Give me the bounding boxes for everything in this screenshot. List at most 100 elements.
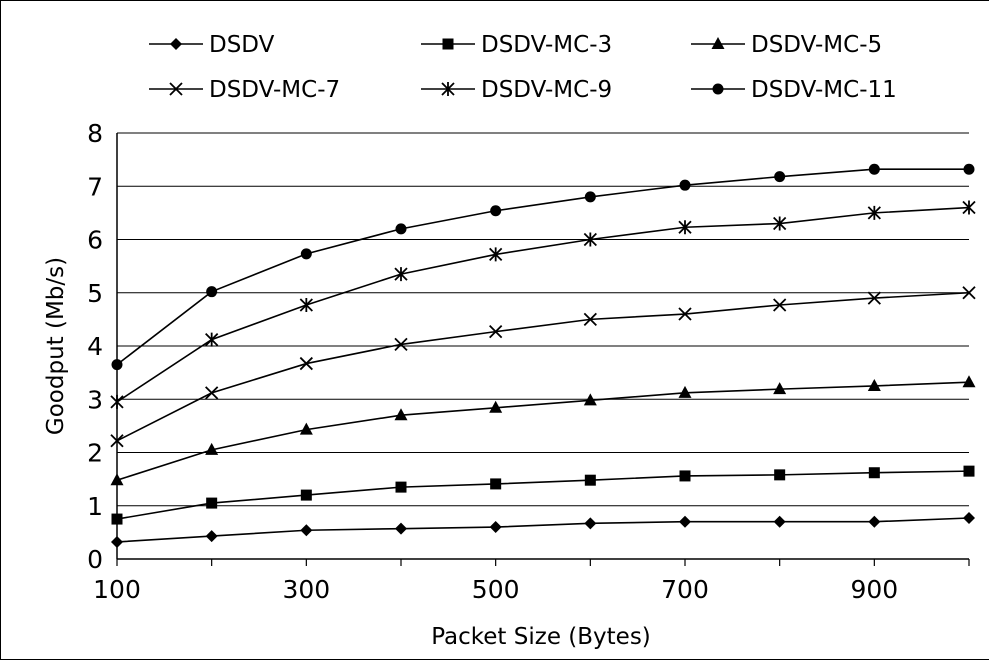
data-point	[962, 375, 976, 388]
series-dsdv-mc-11	[111, 163, 975, 371]
data-point	[110, 473, 124, 486]
data-point	[395, 223, 407, 235]
data-point	[679, 179, 691, 191]
data-point	[489, 324, 503, 339]
data-point	[111, 535, 123, 548]
data-point	[962, 200, 976, 215]
tick-labels: 0 1 2 3 4 5 6 7 8 100 300 500 700 900	[87, 119, 898, 604]
data-point	[773, 216, 787, 231]
data-point	[489, 521, 502, 534]
series-dsdv	[111, 511, 975, 548]
data-point	[299, 297, 313, 312]
data-point	[583, 393, 597, 406]
data-point	[868, 515, 881, 528]
legend-item-dsdv-mc-7: DSDV-MC-7	[149, 77, 340, 103]
y-tick-label: 8	[87, 119, 103, 148]
data-point	[584, 191, 596, 203]
legend-item-dsdv-mc-3: DSDV-MC-3	[421, 32, 612, 58]
data-point	[111, 513, 123, 525]
x-tick-label: 100	[93, 575, 141, 604]
legend-label: DSDV-MC-5	[751, 32, 882, 58]
y-tick-label: 3	[87, 385, 103, 414]
series-line	[116, 470, 970, 520]
series-lines	[110, 163, 976, 548]
x-tick-label: 700	[661, 575, 709, 604]
data-point	[963, 465, 975, 477]
data-point	[300, 248, 312, 260]
series-dsdv-mc-5	[110, 375, 976, 486]
data-point	[679, 515, 691, 528]
data-point	[394, 337, 408, 352]
legend-item-dsdv-mc-11: DSDV-MC-11	[691, 77, 897, 103]
data-point	[110, 434, 124, 448]
data-point	[205, 530, 218, 543]
legend-label: DSDV-MC-11	[751, 77, 897, 103]
y-axis-title: Goodput (Mb/s)	[43, 257, 69, 435]
data-point	[489, 400, 503, 413]
x-tick-label: 500	[472, 575, 520, 604]
y-tick-label: 4	[87, 332, 103, 361]
data-point	[205, 332, 219, 347]
data-point	[584, 517, 597, 530]
x-tick-label: 300	[282, 575, 330, 604]
data-point	[205, 386, 219, 400]
data-point	[962, 286, 976, 300]
data-point	[867, 378, 881, 391]
series-dsdv-mc-9	[110, 200, 976, 409]
series-line	[116, 206, 970, 403]
data-point	[774, 171, 786, 183]
data-point	[111, 359, 123, 371]
data-point	[867, 291, 881, 305]
legend-marker	[441, 82, 455, 96]
y-tick-label: 1	[87, 492, 103, 521]
data-point	[395, 522, 407, 535]
data-point	[773, 382, 787, 395]
legend-marker	[169, 82, 183, 96]
legend-marker	[712, 83, 724, 95]
legend-marker	[170, 38, 182, 50]
data-point	[963, 511, 975, 524]
x-tick-label: 900	[850, 575, 898, 604]
data-point	[584, 474, 596, 486]
series-line	[116, 381, 970, 481]
y-tick-label: 0	[87, 545, 103, 574]
data-point	[300, 489, 312, 501]
axes	[116, 133, 970, 566]
legend-label: DSDV	[209, 32, 275, 58]
legend-marker	[711, 37, 725, 49]
data-point	[678, 385, 692, 398]
data-point	[868, 163, 880, 175]
legend-item-dsdv: DSDV	[149, 32, 275, 58]
series-dsdv-mc-3	[111, 465, 975, 525]
data-point	[773, 298, 787, 312]
gridlines	[117, 132, 969, 507]
data-point	[490, 205, 502, 217]
data-point	[868, 467, 880, 479]
data-point	[678, 220, 692, 235]
y-tick-label: 5	[87, 279, 103, 308]
y-tick-label: 7	[87, 172, 103, 201]
data-point	[679, 470, 691, 482]
legend-item-dsdv-mc-5: DSDV-MC-5	[691, 32, 882, 58]
data-point	[394, 267, 408, 282]
data-point	[299, 422, 313, 435]
series-line	[116, 168, 969, 366]
data-point	[583, 312, 597, 327]
data-point	[110, 394, 124, 409]
x-axis-title: Packet Size (Bytes)	[431, 624, 651, 650]
data-point	[299, 356, 313, 371]
data-point	[395, 481, 407, 493]
data-point	[773, 515, 786, 528]
data-point	[867, 205, 881, 220]
legend-marker	[442, 38, 454, 50]
legend-label: DSDV-MC-9	[481, 77, 612, 103]
data-point	[205, 442, 219, 455]
data-point	[300, 524, 313, 537]
series-line	[116, 291, 970, 442]
legend-item-dsdv-mc-9: DSDV-MC-9	[421, 77, 612, 103]
data-point	[394, 408, 408, 421]
y-tick-label: 6	[87, 226, 103, 255]
data-point	[963, 163, 975, 175]
data-point	[678, 307, 692, 321]
data-point	[490, 478, 502, 490]
